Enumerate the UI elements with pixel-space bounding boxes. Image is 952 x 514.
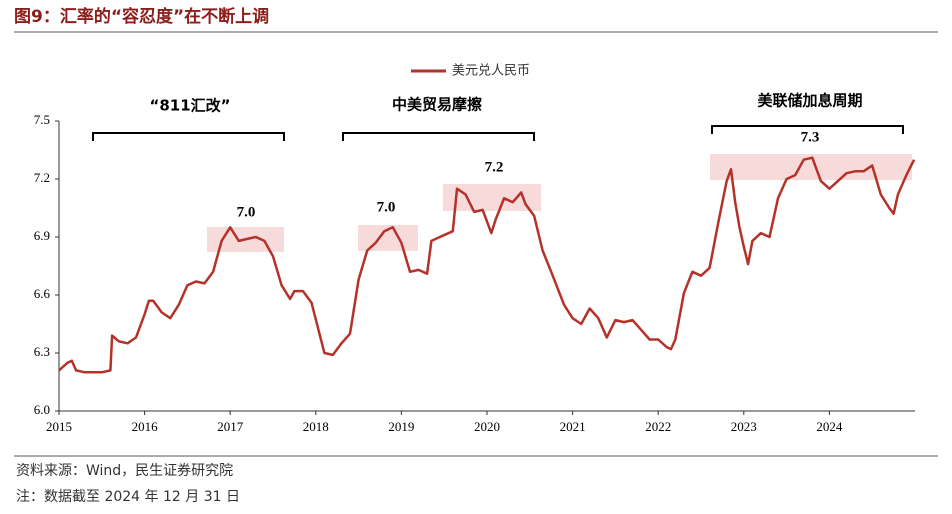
x-tick-label: 2016: [132, 419, 159, 434]
x-tick-label: 2017: [217, 419, 244, 434]
chart-title: 图9：汇率的“容忍度”在不断上调: [14, 6, 269, 27]
highlight-label: 7.0: [377, 199, 396, 215]
y-tick-label: 6.9: [34, 228, 50, 243]
highlight-label: 7.2: [485, 159, 504, 175]
legend-label: 美元兑人民币: [452, 64, 530, 79]
x-tick-label: 2023: [731, 419, 757, 434]
bracket: [92, 132, 285, 141]
source-note: 资料来源：Wind，民生证券研究院: [16, 463, 233, 479]
x-tick-label: 2024: [816, 419, 843, 434]
annotation-label: “811汇改”: [149, 97, 230, 115]
bracket: [342, 132, 535, 141]
y-tick-label: 6.6: [34, 286, 51, 301]
x-tick-label: 2018: [303, 419, 329, 434]
bracket: [711, 125, 904, 134]
highlight-label: 7.0: [237, 204, 256, 220]
x-tick-label: 2015: [46, 419, 72, 434]
x-tick-label: 2020: [474, 419, 500, 434]
highlight-label: 7.3: [801, 129, 820, 145]
data-note: 注：数据截至 2024 年 12 月 31 日: [16, 489, 240, 505]
annotation-label: 美联储加息周期: [757, 92, 862, 110]
x-tick-label: 2019: [388, 419, 414, 434]
y-tick-label: 6.0: [34, 402, 50, 417]
series-line: [58, 156, 916, 374]
y-tick-label: 7.2: [34, 170, 50, 185]
highlight-box: [443, 184, 541, 211]
y-tick-label: 6.3: [34, 344, 50, 359]
y-tick-label: 7.5: [34, 112, 50, 127]
x-tick-label: 2022: [645, 419, 671, 434]
x-tick-label: 2021: [560, 419, 586, 434]
annotation-label: 中美贸易摩擦: [392, 96, 482, 114]
